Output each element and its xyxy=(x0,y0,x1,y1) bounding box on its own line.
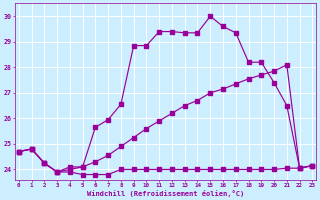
X-axis label: Windchill (Refroidissement éolien,°C): Windchill (Refroidissement éolien,°C) xyxy=(87,190,244,197)
